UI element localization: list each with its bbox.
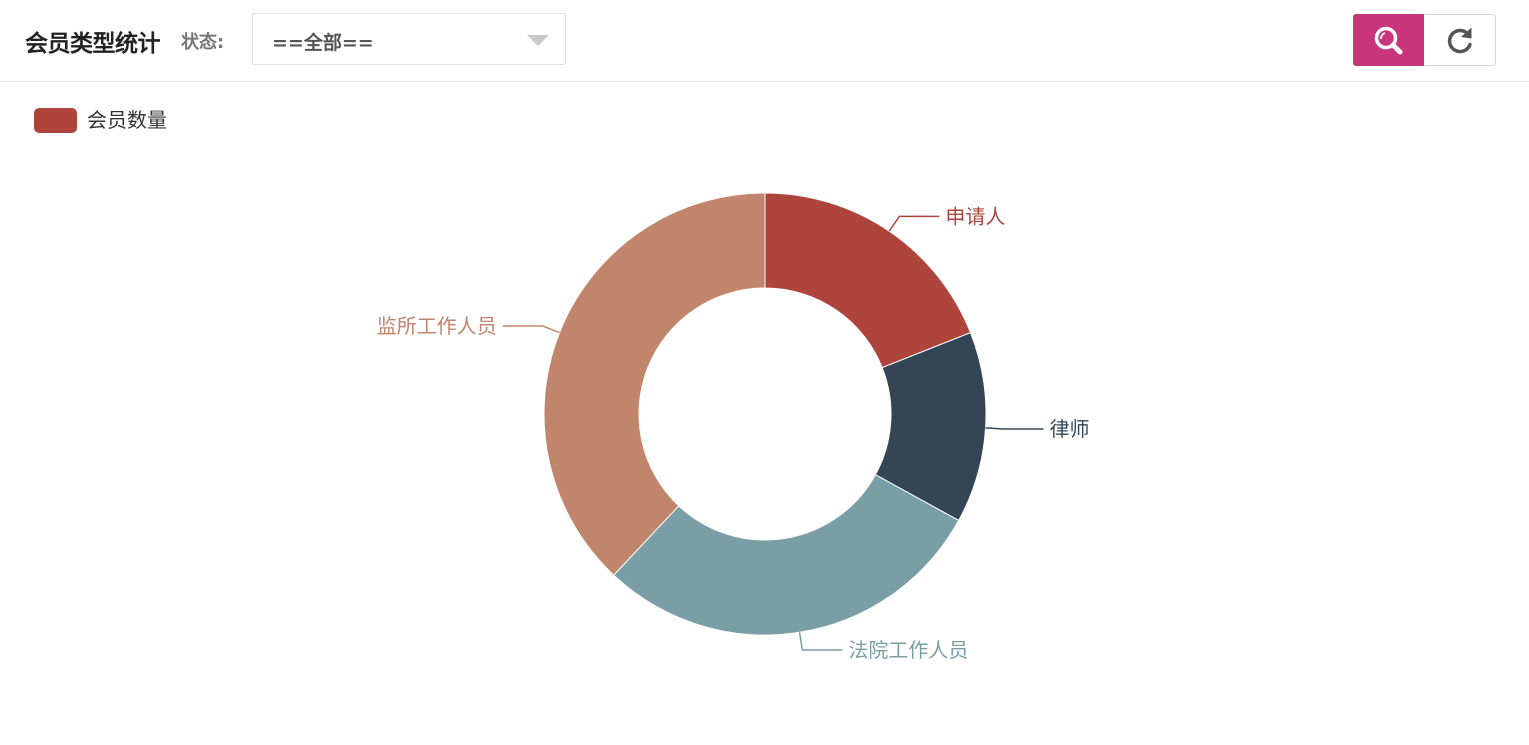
pie-slice[interactable] <box>543 192 766 576</box>
search-button[interactable] <box>1353 14 1425 66</box>
slice-label: 申请人 <box>945 204 1005 228</box>
label-leader-line <box>798 632 843 651</box>
search-icon <box>1374 26 1403 55</box>
chevron-down-icon <box>527 35 549 46</box>
slice-label: 法院工作人员 <box>848 638 968 662</box>
page-title: 会员类型统计 <box>25 31 161 57</box>
status-label: 状态: <box>181 32 225 53</box>
refresh-button[interactable] <box>1424 14 1496 66</box>
label-leader-line <box>502 325 560 334</box>
slice-label: 监所工作人员 <box>377 314 497 338</box>
status-select[interactable]: ==全部== <box>252 13 566 65</box>
refresh-icon <box>1447 27 1472 54</box>
legend-label: 会员数量 <box>87 108 167 132</box>
label-leader-line <box>888 215 940 232</box>
pie-slice[interactable] <box>613 474 960 636</box>
label-leader-line <box>985 427 1044 430</box>
status-select-value: ==全部== <box>272 32 374 54</box>
legend-swatch <box>34 108 77 133</box>
slice-label: 律师 <box>1050 417 1090 441</box>
pie-slice[interactable] <box>764 192 972 369</box>
toolbar: 会员类型统计 状态: ==全部== <box>0 0 1529 82</box>
